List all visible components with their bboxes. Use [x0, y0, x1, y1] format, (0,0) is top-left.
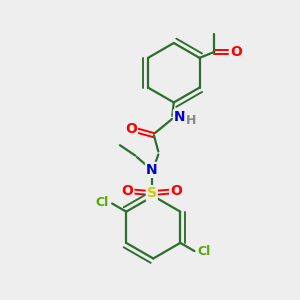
Text: N: N — [146, 163, 158, 177]
Text: N: N — [174, 110, 185, 124]
Text: H: H — [185, 114, 196, 127]
Text: O: O — [122, 184, 133, 198]
Text: S: S — [147, 186, 157, 200]
Text: Cl: Cl — [96, 196, 109, 208]
Text: O: O — [230, 45, 242, 59]
Text: Cl: Cl — [197, 244, 211, 258]
Text: O: O — [170, 184, 182, 198]
Text: O: O — [125, 122, 137, 136]
